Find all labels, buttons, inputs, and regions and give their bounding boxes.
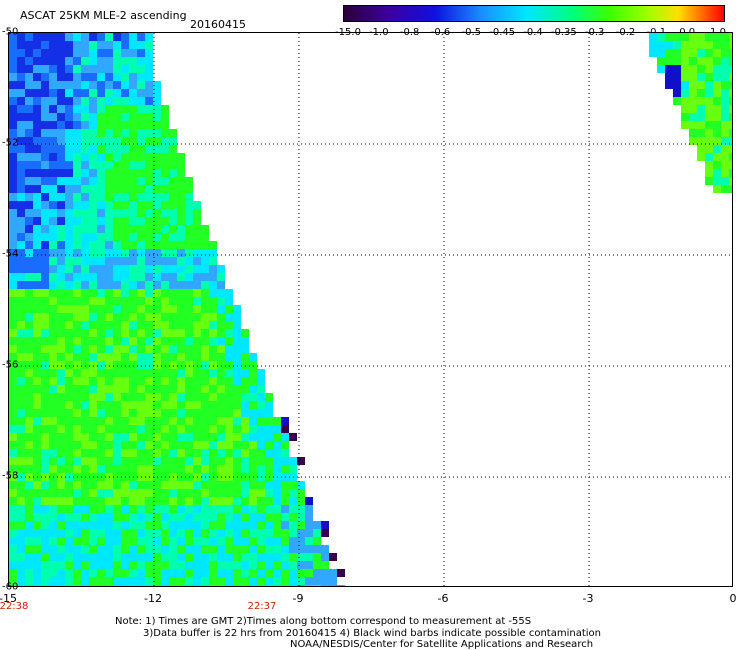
- y-axis-label: -52: [2, 137, 19, 149]
- y-axis-label: -60: [2, 581, 19, 593]
- wind-swath-left: [9, 33, 345, 586]
- time-label-mid: 22:37: [247, 601, 277, 612]
- map-svg: [9, 33, 732, 586]
- time-label-left: 22:38: [0, 601, 29, 612]
- map-date: 20160415: [190, 18, 246, 31]
- x-axis-label: -15: [0, 592, 17, 605]
- x-axis-label: -9: [292, 592, 304, 605]
- footer-note-3: NOAA/NESDIS/Center for Satellite Applica…: [290, 639, 594, 650]
- y-axis-label: -54: [2, 248, 19, 260]
- footer-note-1: Note: 1) Times are GMT 2)Times along bot…: [115, 616, 532, 627]
- y-axis-label: -56: [2, 359, 19, 371]
- map-grid: [9, 33, 732, 586]
- map-plot-area: [8, 32, 733, 587]
- x-axis-label: -12: [144, 592, 162, 605]
- footer-note-2: 3)Data buffer is 22 hrs from 20160415 4)…: [143, 628, 601, 639]
- x-axis-label: -6: [437, 592, 449, 605]
- x-axis-label: -3: [582, 592, 594, 605]
- y-axis-label: -50: [2, 26, 19, 38]
- wind-swath-right: [649, 33, 732, 193]
- map-title: ASCAT 25KM MLE-2 ascending: [20, 9, 187, 22]
- colorbar: [343, 5, 725, 22]
- x-axis-label: 0: [729, 592, 737, 605]
- y-axis-label: -58: [2, 470, 19, 482]
